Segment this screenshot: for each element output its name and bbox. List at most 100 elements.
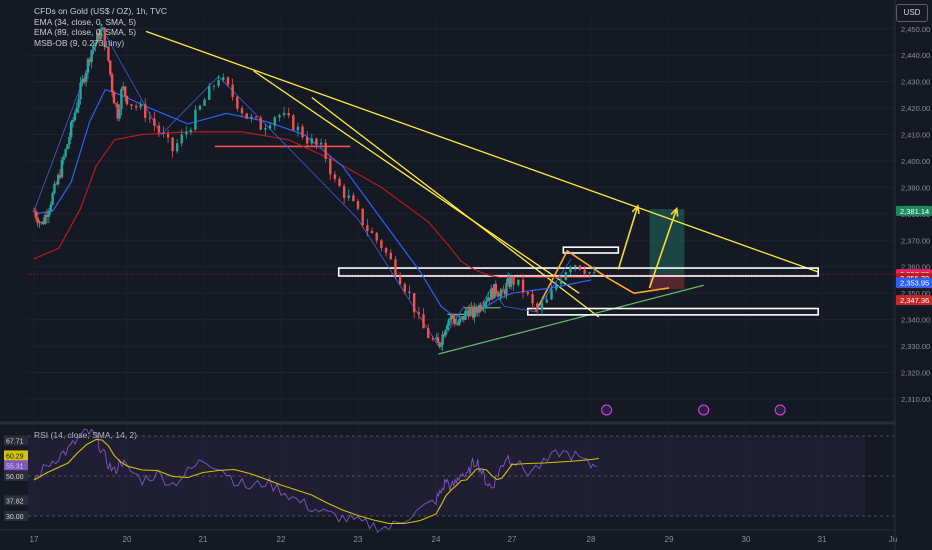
- candle-body: [486, 297, 490, 301]
- candle-body: [569, 266, 572, 273]
- candle-body: [110, 74, 114, 92]
- candle-body: [352, 195, 355, 202]
- candle-body: [101, 27, 105, 30]
- candle-body: [315, 138, 318, 145]
- y-tick-label: 2,420.00: [901, 104, 930, 113]
- arrow-head: [631, 204, 640, 214]
- chart-legend: CFDs on Gold (US$ / OZ), 1h, TVC EMA (34…: [34, 6, 167, 48]
- candle-body: [375, 232, 378, 241]
- candle-body: [453, 318, 456, 324]
- candle-body: [97, 33, 101, 40]
- candle-body: [118, 109, 121, 119]
- candle-body: [389, 252, 392, 260]
- candle-body: [77, 99, 80, 108]
- legend-ema89: EMA (89, close, 0, SMA, 5): [34, 27, 137, 37]
- candle-body: [130, 104, 133, 106]
- candle-body: [123, 86, 127, 96]
- candle-body: [493, 283, 496, 299]
- candle-body: [49, 204, 52, 211]
- candle-body: [264, 128, 267, 130]
- candle-body: [483, 302, 487, 308]
- y-tick-label: 2,400.00: [901, 157, 930, 166]
- candle-body: [99, 29, 103, 40]
- candle-body: [34, 211, 38, 218]
- x-tick-label: 21: [199, 535, 208, 544]
- candle-body: [482, 307, 485, 309]
- currency-button[interactable]: USD: [896, 4, 928, 22]
- candle-body: [540, 302, 544, 310]
- candle-body: [447, 320, 450, 326]
- candle-body: [103, 27, 106, 47]
- candle-body: [526, 292, 529, 295]
- candle-body: [506, 278, 510, 283]
- candle-body: [245, 113, 248, 119]
- candle-body: [58, 175, 62, 178]
- price-label: [896, 205, 932, 216]
- candle-body: [398, 275, 402, 285]
- rsi-level-text: 60.29: [6, 453, 24, 460]
- target-arrow: [617, 205, 639, 270]
- candle-body: [545, 299, 548, 303]
- candle-body: [452, 315, 455, 319]
- candle-body: [408, 291, 411, 294]
- candle-body: [250, 116, 253, 119]
- candle-body: [86, 59, 90, 73]
- rsi-level-badge: [4, 460, 28, 471]
- candle-body: [417, 312, 421, 315]
- candle-body: [445, 325, 449, 330]
- candle-body: [66, 144, 69, 150]
- candle-body: [268, 125, 272, 129]
- candle-body: [438, 342, 441, 347]
- rsi-level-badge: [4, 511, 28, 521]
- candle-body: [122, 86, 125, 90]
- candle-body: [254, 116, 258, 118]
- candle-body: [470, 306, 473, 309]
- candle-body: [380, 240, 383, 249]
- x-tick-label: 28: [587, 535, 596, 544]
- candle-body: [329, 158, 332, 175]
- candle-body: [208, 86, 211, 100]
- candle-body: [157, 125, 161, 133]
- candle-body: [112, 91, 116, 104]
- x-tick-label: 22: [277, 535, 286, 544]
- candle-body: [90, 50, 93, 63]
- candle-body: [287, 113, 290, 116]
- candle-body: [444, 329, 447, 336]
- y-tick-label: 2,390.00: [901, 183, 930, 192]
- candle-body: [536, 303, 539, 310]
- stop-zone: [649, 274, 685, 290]
- candle-body: [107, 46, 110, 61]
- candle-body: [139, 104, 142, 108]
- candle-body: [497, 293, 501, 297]
- x-tick-label: 17: [30, 535, 39, 544]
- candle-body: [84, 72, 88, 83]
- candle-body: [583, 269, 586, 274]
- candle-body: [412, 293, 416, 313]
- candle-body: [473, 306, 476, 318]
- rsi-level-badge: [4, 450, 28, 461]
- candle-body: [51, 193, 54, 205]
- candle-body: [62, 156, 65, 160]
- y-tick-label: 2,330.00: [901, 342, 930, 351]
- x-tick-label: 31: [818, 535, 827, 544]
- price-label: [896, 295, 932, 306]
- rsi-pane: 67.71 60.29 55.31 50.00 37.82 30.00: [4, 428, 895, 533]
- candle-body: [42, 221, 45, 224]
- rsi-legend: RSI (14, close, SMA, 14, 2): [34, 430, 137, 440]
- candle-body: [461, 316, 464, 319]
- candle-body: [521, 279, 525, 293]
- candle-body: [64, 149, 67, 157]
- candle-body: [442, 334, 446, 336]
- candle-body: [120, 89, 123, 110]
- candle-body: [45, 214, 49, 217]
- candle-body: [180, 134, 183, 144]
- rsi-level-badge: [4, 471, 28, 481]
- candle-body: [55, 183, 58, 185]
- candle-body: [474, 306, 478, 312]
- candle-body: [456, 323, 459, 325]
- candle-body: [94, 42, 97, 47]
- x-tick-label: Ju: [889, 535, 897, 544]
- candle-body: [468, 308, 472, 317]
- drawing-layer: [145, 30, 820, 355]
